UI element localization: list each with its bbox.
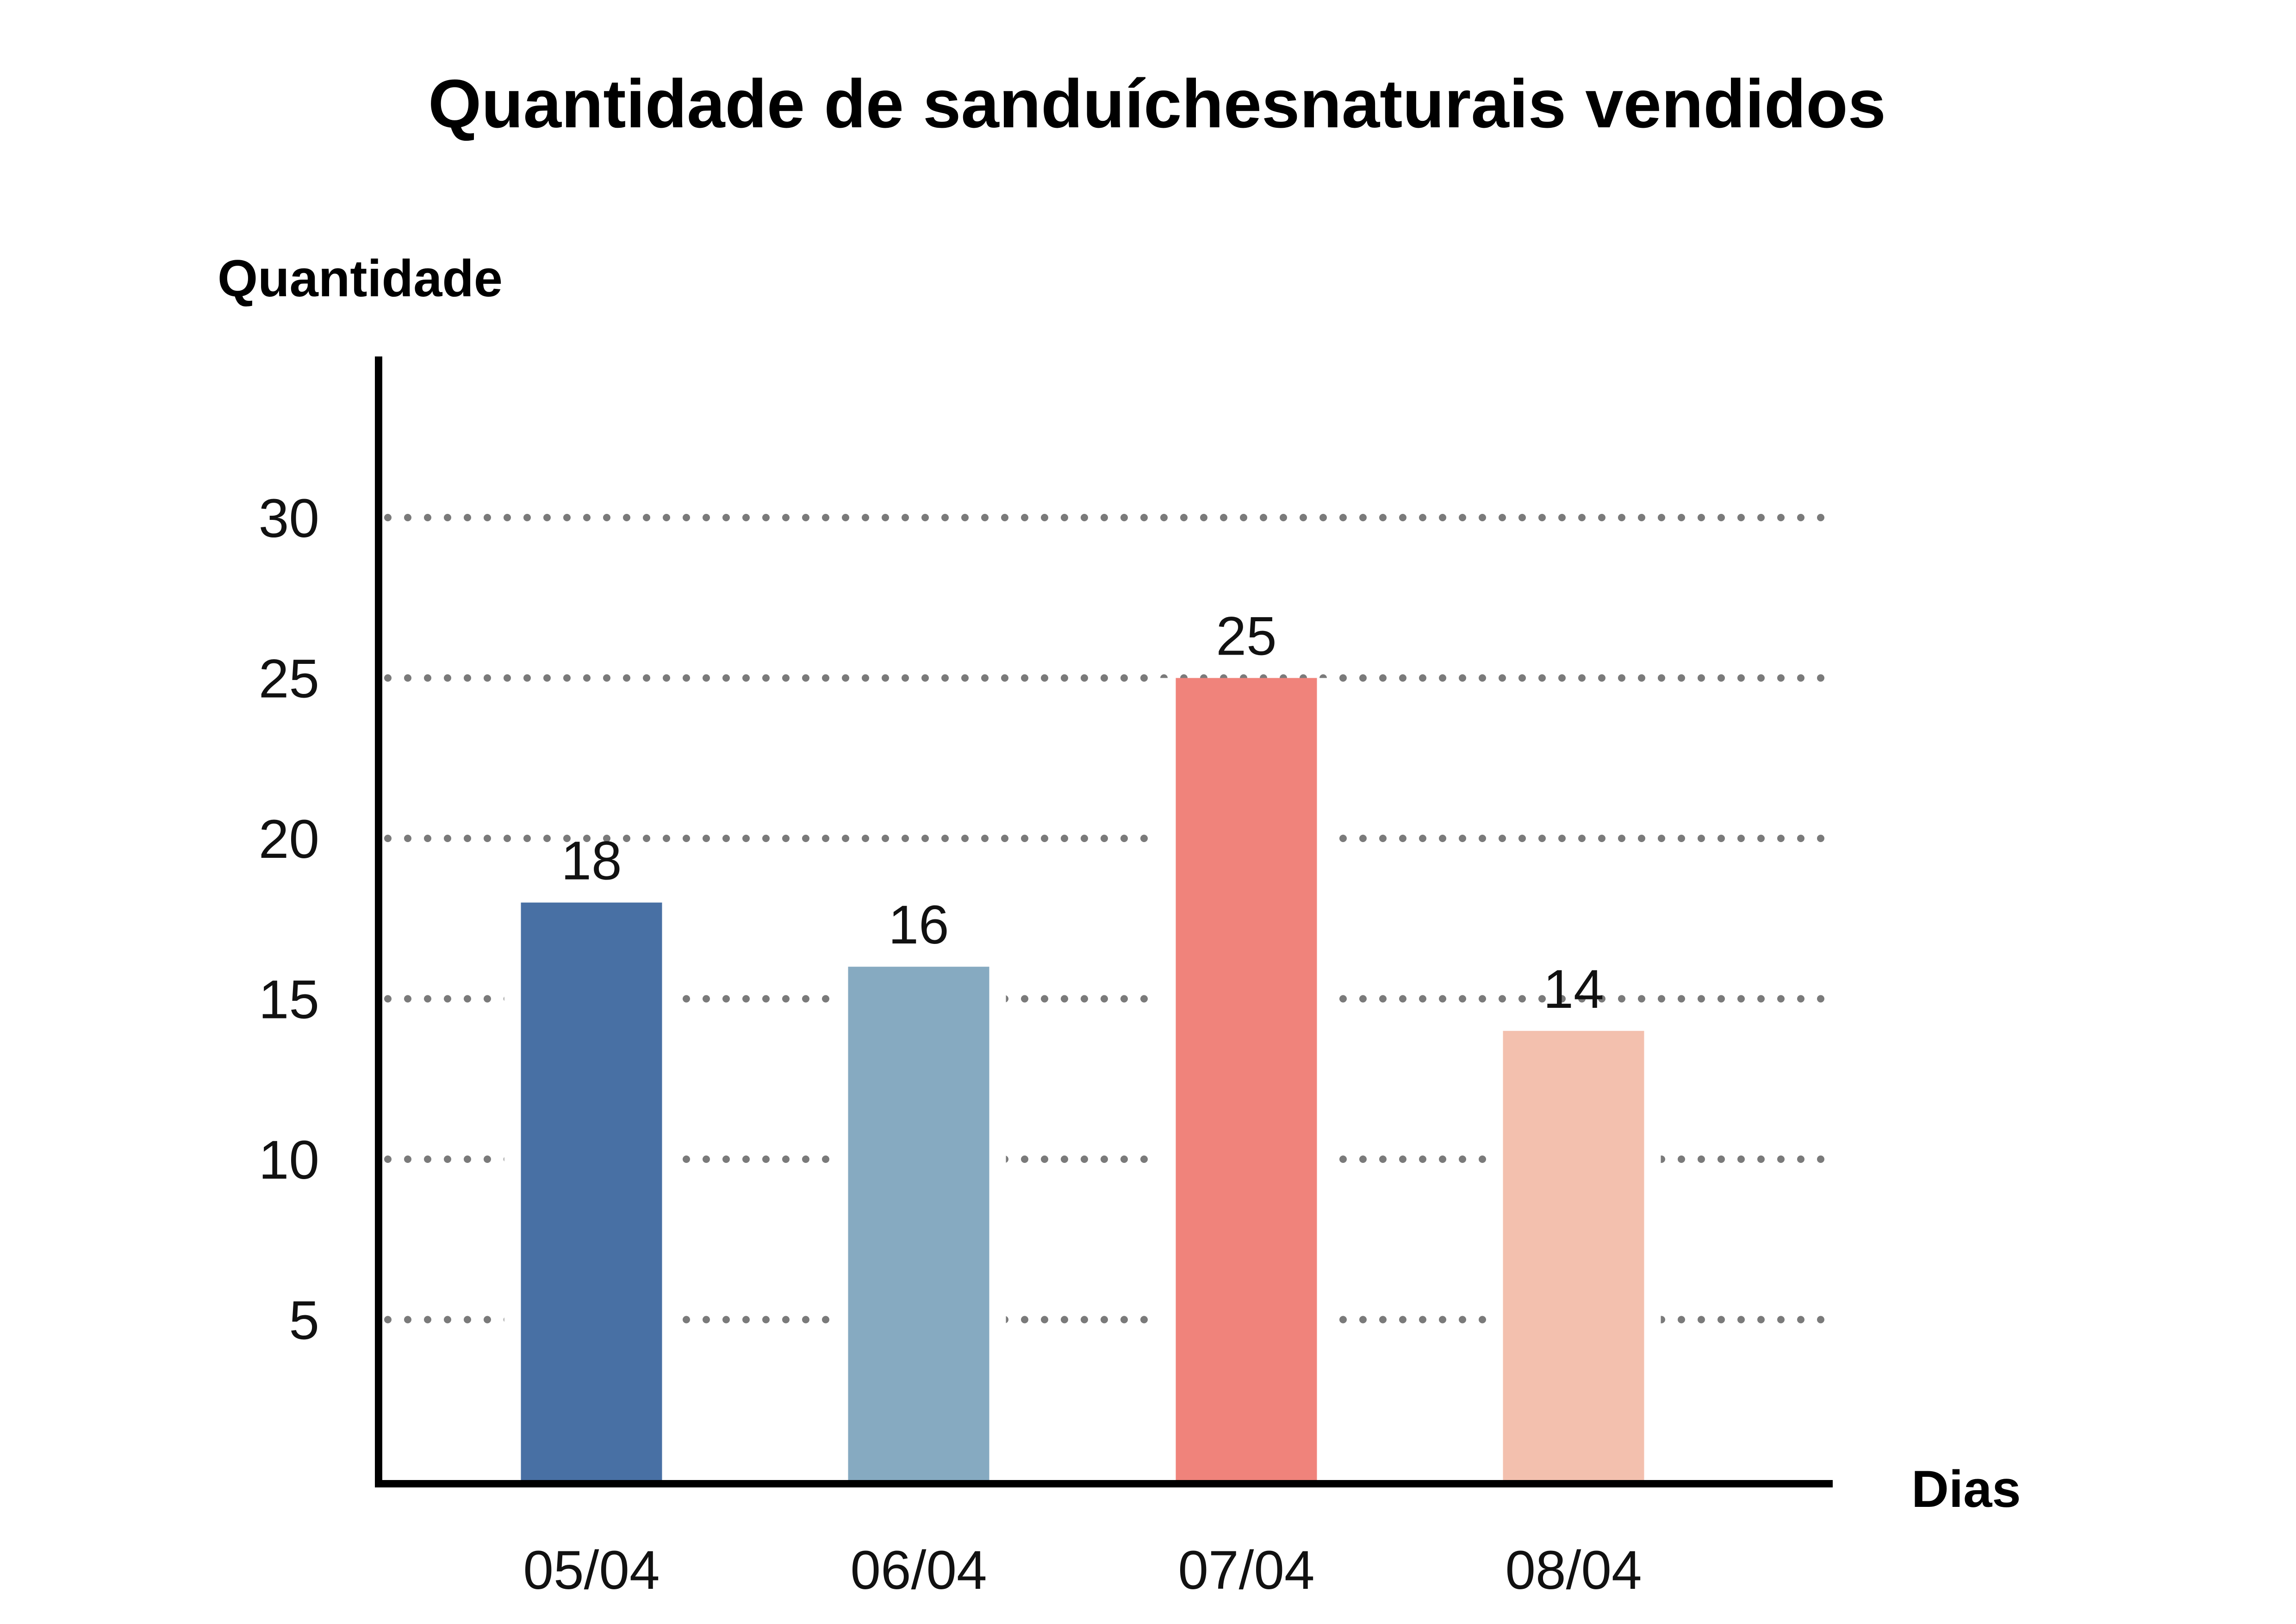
chart-title: Quantidade de sanduíchesnaturais vendido… [428,66,1886,142]
x-tick-label: 08/04 [1505,1540,1642,1601]
x-tick-label: 07/04 [1178,1540,1314,1601]
bars [504,678,1661,1480]
data-label: 25 [1216,606,1276,667]
y-tick-labels: 5 10 15 20 25 30 [259,488,319,1351]
data-label: 16 [888,894,949,956]
y-tick-label: 25 [259,649,319,710]
bar-05-04 [521,902,662,1480]
y-tick-label: 10 [259,1130,319,1191]
y-axis-title: Quantidade [218,250,503,307]
axes [375,356,1833,1487]
bar-07-04 [1176,678,1317,1480]
x-tick-label: 05/04 [523,1540,660,1601]
x-axis-title: Dias [1911,1460,2021,1518]
data-label: 18 [561,831,622,892]
y-tick-label: 15 [259,969,319,1031]
y-tick-label: 30 [259,488,319,549]
x-tick-label: 06/04 [850,1540,987,1601]
bar-06-04 [848,967,989,1480]
data-label: 14 [1543,959,1604,1020]
x-tick-labels: 05/04 06/04 07/04 08/04 [523,1540,1642,1601]
data-labels: 18 16 25 14 [561,606,1604,1020]
bar-08-04 [1503,1031,1644,1480]
y-tick-label: 5 [289,1290,319,1351]
y-tick-label: 20 [259,809,319,870]
